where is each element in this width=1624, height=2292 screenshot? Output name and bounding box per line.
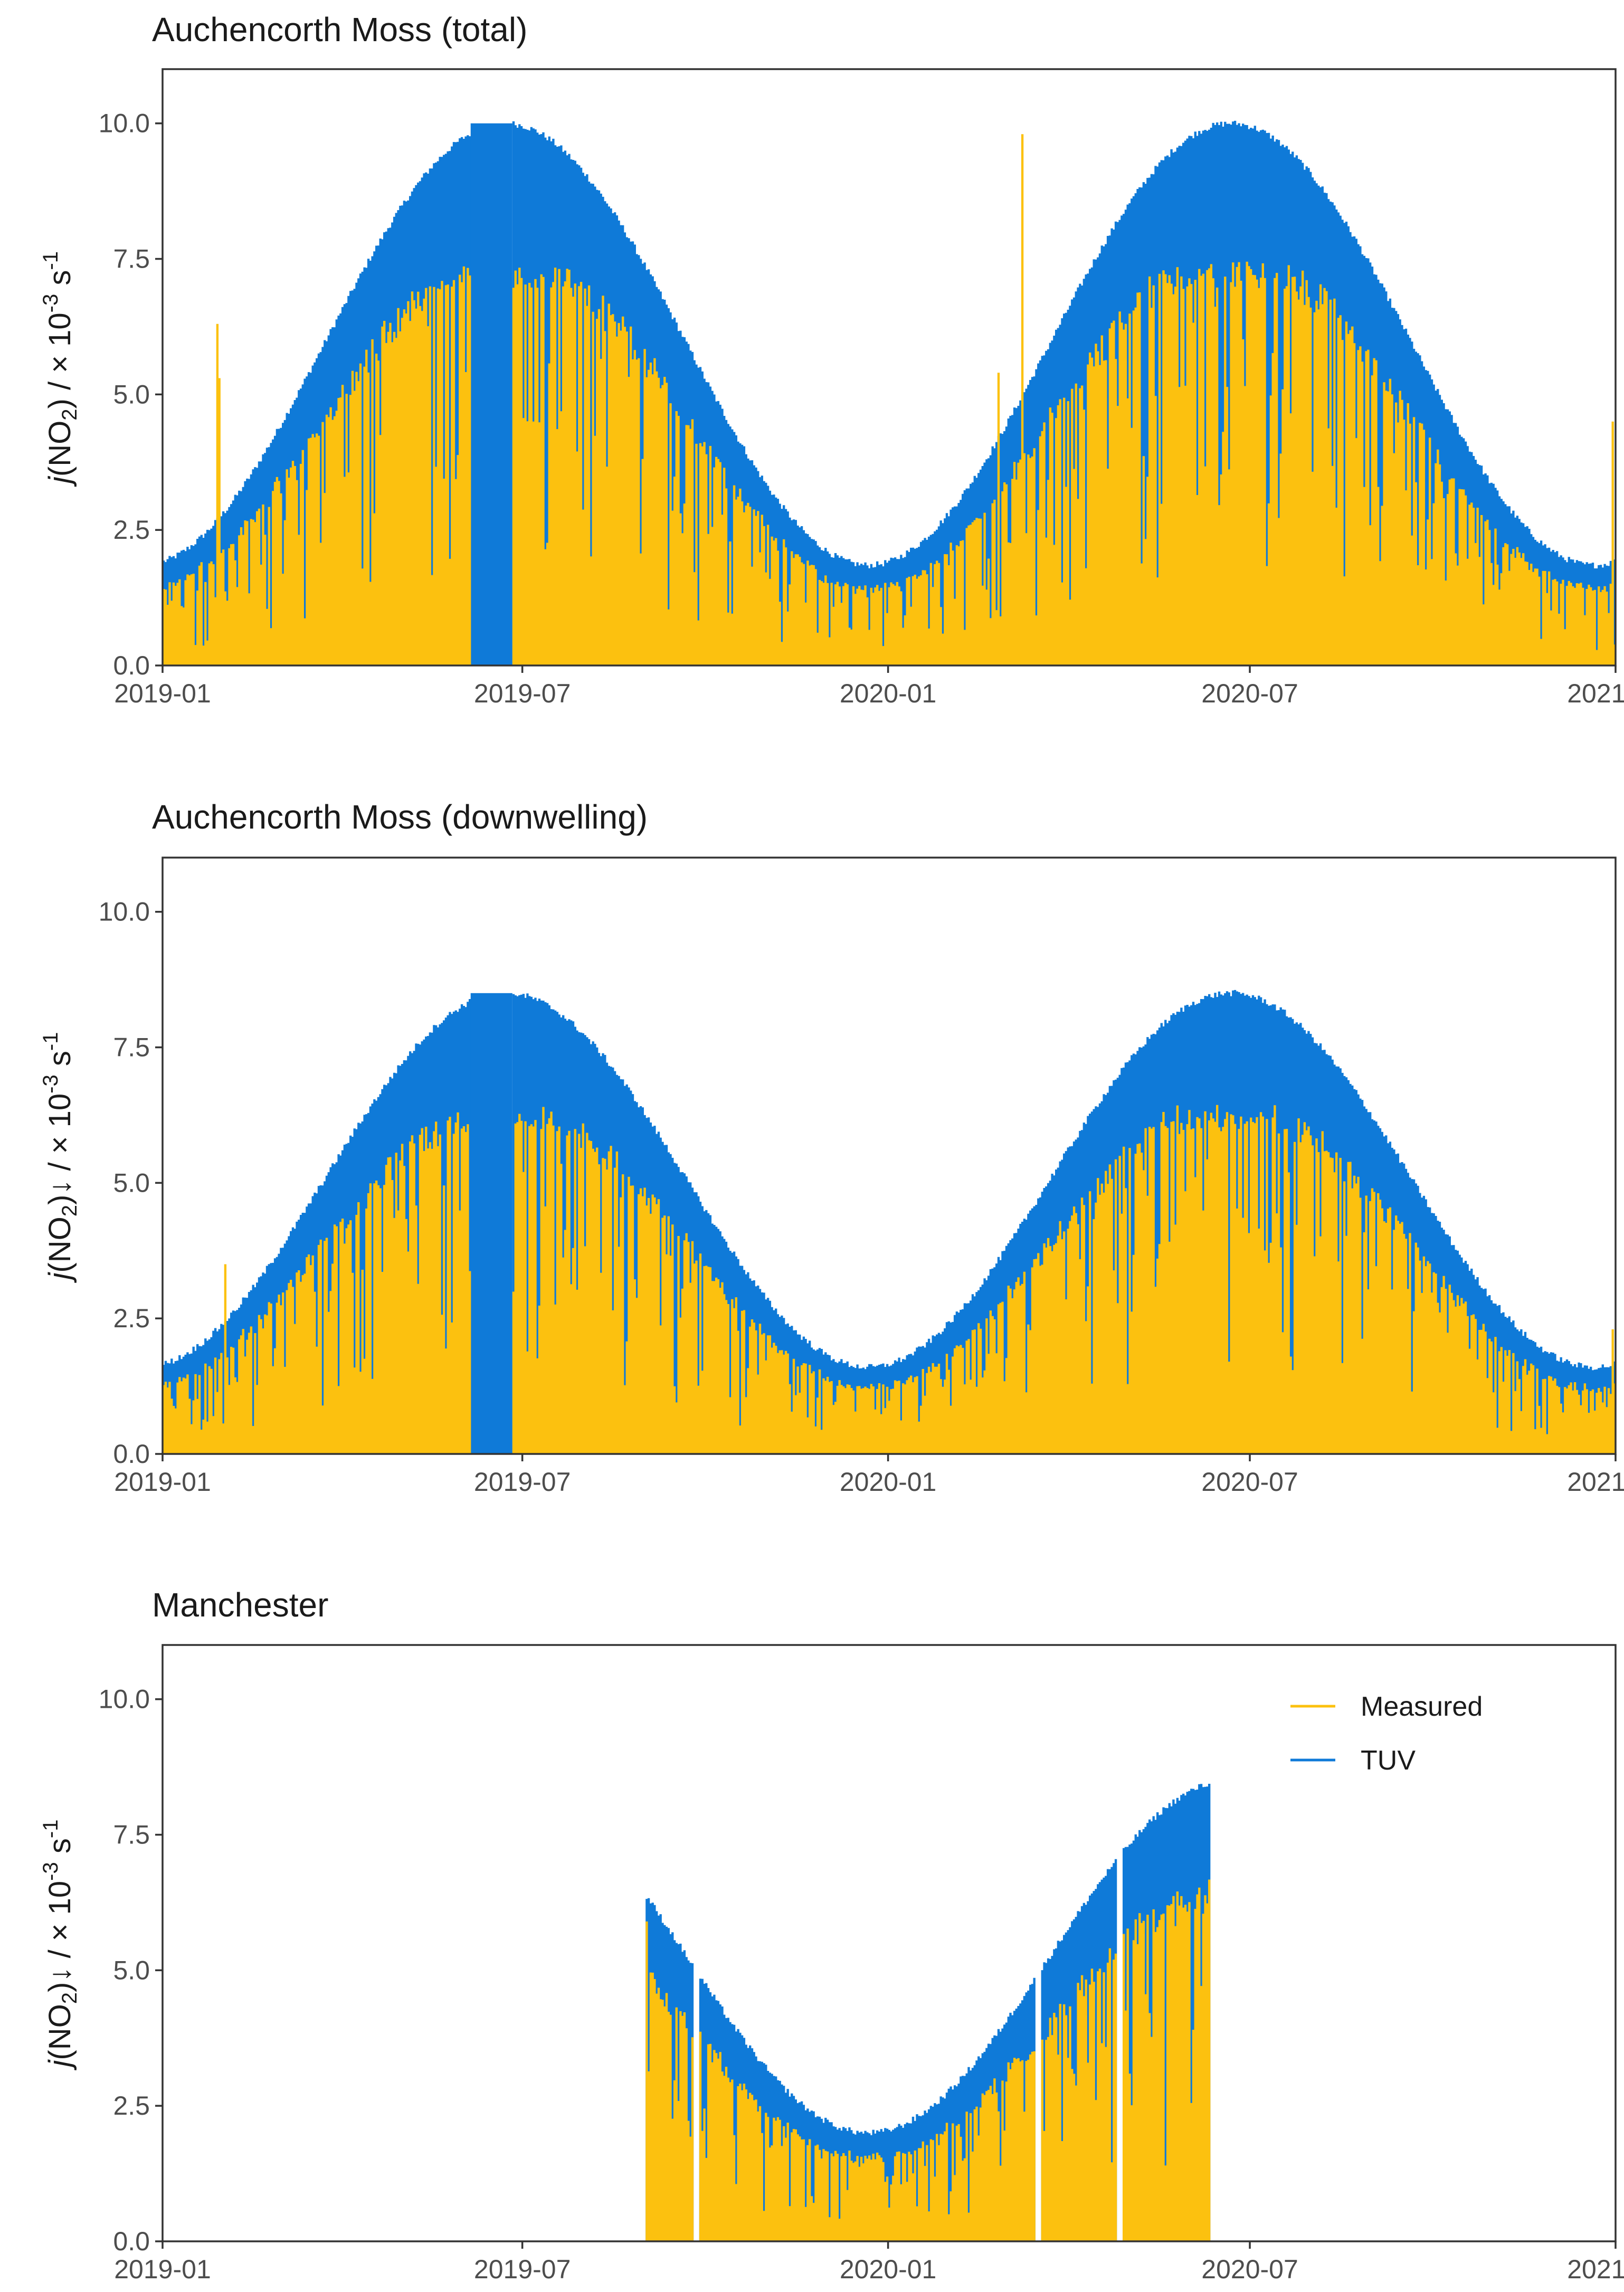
axes: 0.0 2.5 5.0 7.5 10.0 2019-01 2019-07 2020-01 202… <box>99 109 1624 708</box>
y-tick-label: 0.0 <box>113 651 150 680</box>
legend-label-measured: Measured <box>1361 1691 1483 1722</box>
y-axis-label: j(NO2) / × 10-3 s-1 <box>39 251 81 487</box>
y-tick-label: 5.0 <box>113 379 150 409</box>
x-tick-label: 2021-01 <box>1567 1467 1624 1497</box>
panel-manchester: Manchester 0.0 2.5 5.0 7.5 10.0 2019-01 2019-0… <box>39 1586 1624 2284</box>
x-tick-label: 2020-01 <box>840 2255 937 2284</box>
y-tick-label: 5.0 <box>113 1955 150 1985</box>
legend: Measured TUV <box>1290 1691 1483 1776</box>
x-tick-label: 2019-07 <box>474 2255 571 2284</box>
tuv-gap-block <box>470 123 512 665</box>
plot-frame <box>162 857 1617 1455</box>
panel-auchencorth-downwelling: Auchencorth Moss (downwelling) 0.0 2.5 5.0… <box>39 798 1624 1497</box>
y-axis-label: j(NO2)↓ / × 10-3 s-1 <box>39 1032 81 1283</box>
x-tick-label: 2019-07 <box>474 679 571 708</box>
y-axis-label: j(NO2)↓ / × 10-3 s-1 <box>39 1820 81 2071</box>
x-tick-label: 2019-07 <box>474 1467 571 1497</box>
y-tick-label: 2.5 <box>113 515 150 545</box>
plot-frame <box>162 68 1617 667</box>
x-tick-label: 2019-01 <box>114 679 211 708</box>
y-tick-label: 5.0 <box>113 1168 150 1197</box>
measured-series-bars <box>163 1105 1616 1454</box>
measured-series-bars <box>645 1879 1211 2241</box>
y-tick-label: 2.5 <box>113 2091 150 2120</box>
x-tick-label: 2019-01 <box>114 1467 211 1497</box>
bar-layer <box>163 990 1616 1454</box>
x-tick-label: 2019-01 <box>114 2255 211 2284</box>
axes: 0.0 2.5 5.0 7.5 10.0 2019-01 2019-07 2020-01 202… <box>99 897 1624 1497</box>
x-tick-label: 2021-01 <box>1567 2255 1624 2284</box>
panel-title: Auchencorth Moss (downwelling) <box>152 798 648 836</box>
panel-title: Manchester <box>152 1586 328 1624</box>
bar-layer <box>645 1784 1211 2241</box>
y-tick-label: 10.0 <box>99 897 150 927</box>
y-tick-label: 0.0 <box>113 1439 150 1469</box>
x-tick-label: 2020-07 <box>1201 679 1298 708</box>
bar-layer <box>163 120 1616 666</box>
panel-auchencorth-total: Auchencorth Moss (total) 0.0 2.5 5.0 7.5 10.… <box>39 11 1624 708</box>
tuv-gap-block <box>470 993 512 1454</box>
x-tick-label: 2021-01 <box>1567 679 1624 708</box>
x-tick-label: 2020-01 <box>840 1467 937 1497</box>
y-tick-label: 2.5 <box>113 1304 150 1333</box>
legend-label-tuv: TUV <box>1361 1745 1416 1776</box>
y-tick-label: 7.5 <box>113 244 150 274</box>
y-tick-label: 7.5 <box>113 1820 150 1850</box>
y-tick-label: 10.0 <box>99 1685 150 1714</box>
x-tick-label: 2020-07 <box>1201 1467 1298 1497</box>
measured-series-bars <box>163 134 1616 666</box>
y-tick-label: 7.5 <box>113 1033 150 1062</box>
y-tick-label: 0.0 <box>113 2227 150 2256</box>
panel-title: Auchencorth Moss (total) <box>152 11 527 49</box>
plot-frame <box>162 1644 1617 2242</box>
x-tick-label: 2020-07 <box>1201 2255 1298 2284</box>
y-tick-label: 10.0 <box>99 109 150 138</box>
x-tick-label: 2020-01 <box>840 679 937 708</box>
axes: 0.0 2.5 5.0 7.5 10.0 2019-01 2019-07 2020-01 202… <box>99 1685 1624 2284</box>
